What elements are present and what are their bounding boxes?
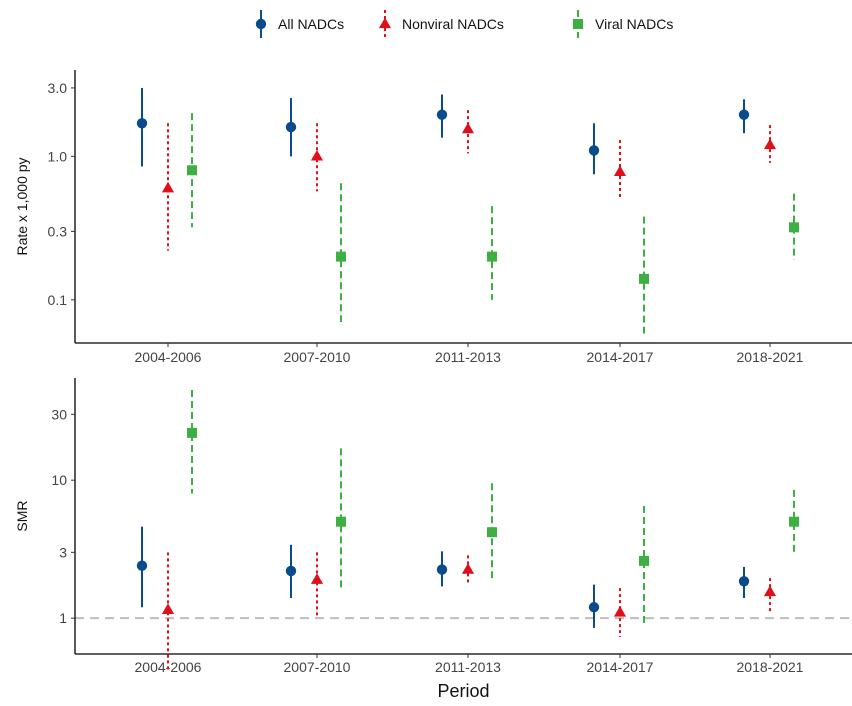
data-point xyxy=(789,516,799,527)
y-tick-label: 1 xyxy=(59,610,67,626)
legend-label: Nonviral NADCs xyxy=(402,16,504,32)
data-point xyxy=(161,181,175,193)
x-tick-label: 2011-2013 xyxy=(435,659,501,675)
legend-item-viral-nadcs: Viral NADCs xyxy=(573,10,673,38)
data-point xyxy=(763,138,777,150)
data-point xyxy=(639,273,649,284)
y-tick-label: 0.3 xyxy=(48,223,68,239)
data-point xyxy=(738,109,750,120)
legend-label: All NADCs xyxy=(278,16,344,32)
data-point xyxy=(310,573,324,584)
data-point xyxy=(487,251,497,262)
x-tick-label: 2014-2017 xyxy=(587,659,654,675)
data-point xyxy=(789,222,799,233)
data-point xyxy=(161,603,175,614)
series-all-nadcs xyxy=(136,526,750,628)
data-point xyxy=(436,109,448,120)
data-point xyxy=(738,576,750,587)
data-point xyxy=(187,165,197,176)
y-tick-label: 0.1 xyxy=(48,292,68,308)
rate-panel: 0.1 0.3 1.0 3.0 2004-2006 2007-2010 2011-2013 2… xyxy=(14,70,852,365)
data-point xyxy=(613,606,627,617)
legend-item-nonviral-nadcs: Nonviral NADCs xyxy=(378,10,504,38)
data-point xyxy=(187,427,197,438)
x-tick-label: 2004-2006 xyxy=(135,349,202,365)
data-point xyxy=(613,165,627,177)
data-point xyxy=(639,555,649,566)
data-point xyxy=(336,516,346,527)
x-tick-label: 2011-2013 xyxy=(435,349,501,365)
series-nonviral-nadcs xyxy=(161,552,777,671)
data-point xyxy=(487,527,497,538)
data-point xyxy=(461,563,475,574)
series-viral-nadcs xyxy=(187,113,799,338)
y-tick-label: 10 xyxy=(51,472,67,488)
data-point xyxy=(285,565,297,577)
y-axis-title: Rate x 1,000 py xyxy=(14,157,30,255)
data-point xyxy=(763,585,777,597)
data-point xyxy=(588,602,600,613)
data-point xyxy=(436,564,448,575)
y-tick-label: 3.0 xyxy=(48,80,68,96)
data-point xyxy=(136,560,148,571)
x-tick-label: 2014-2017 xyxy=(587,349,654,365)
x-tick-label: 2007-2010 xyxy=(284,659,351,675)
series-nonviral-nadcs xyxy=(161,110,777,251)
y-tick-label: 1.0 xyxy=(48,148,68,164)
data-point xyxy=(310,149,324,161)
y-axis-title: SMR xyxy=(14,500,30,531)
x-tick-label: 2007-2010 xyxy=(284,349,351,365)
smr-panel: 1310302004-20062007-20102011-20132014-20… xyxy=(14,378,852,701)
x-tick-label: 2018-2021 xyxy=(737,349,804,365)
data-point xyxy=(136,118,148,129)
y-tick-label: 30 xyxy=(51,406,67,422)
data-point xyxy=(588,145,600,156)
legend-label: Viral NADCs xyxy=(595,16,673,32)
data-point xyxy=(461,122,475,134)
y-tick-label: 3 xyxy=(59,544,67,560)
series-viral-nadcs xyxy=(187,390,799,625)
series-all-nadcs xyxy=(136,87,750,175)
x-axis-title: Period xyxy=(437,681,489,701)
legend-key-marker-triangle xyxy=(378,17,392,29)
data-point xyxy=(336,251,346,262)
legend-key-marker-circle xyxy=(255,18,267,30)
legend-key-marker-square xyxy=(573,19,583,29)
legend: All NADCs Nonviral NADCs Viral NADCs xyxy=(255,10,673,38)
legend-item-all-nadcs: All NADCs xyxy=(255,10,344,38)
x-tick-label: 2018-2021 xyxy=(737,659,804,675)
data-point xyxy=(285,121,297,133)
